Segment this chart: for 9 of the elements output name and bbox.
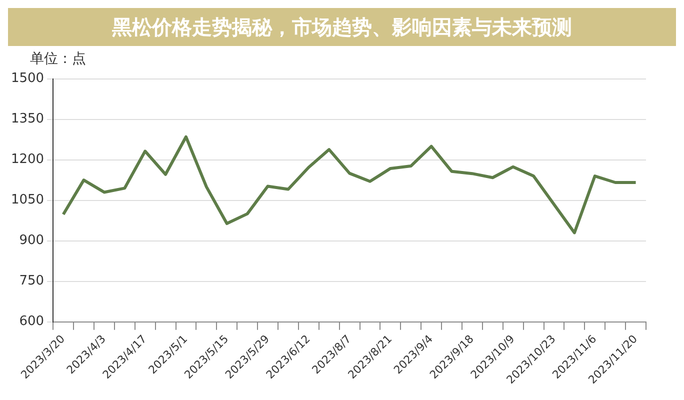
y-tick-label: 900 [19, 233, 44, 248]
y-tick-label: 750 [19, 274, 44, 289]
y-tick-label: 1500 [10, 71, 44, 86]
y-axis-title: 单位：点 [29, 50, 87, 68]
y-tick-label: 600 [19, 314, 44, 330]
y-tick-label: 1350 [10, 112, 44, 127]
y-tick-label: 1200 [10, 152, 44, 168]
y-tick-label: 1050 [10, 192, 44, 208]
chart-title: 黑松价格走势揭秘，市场趋势、影响因素与未来预测 [8, 8, 676, 46]
